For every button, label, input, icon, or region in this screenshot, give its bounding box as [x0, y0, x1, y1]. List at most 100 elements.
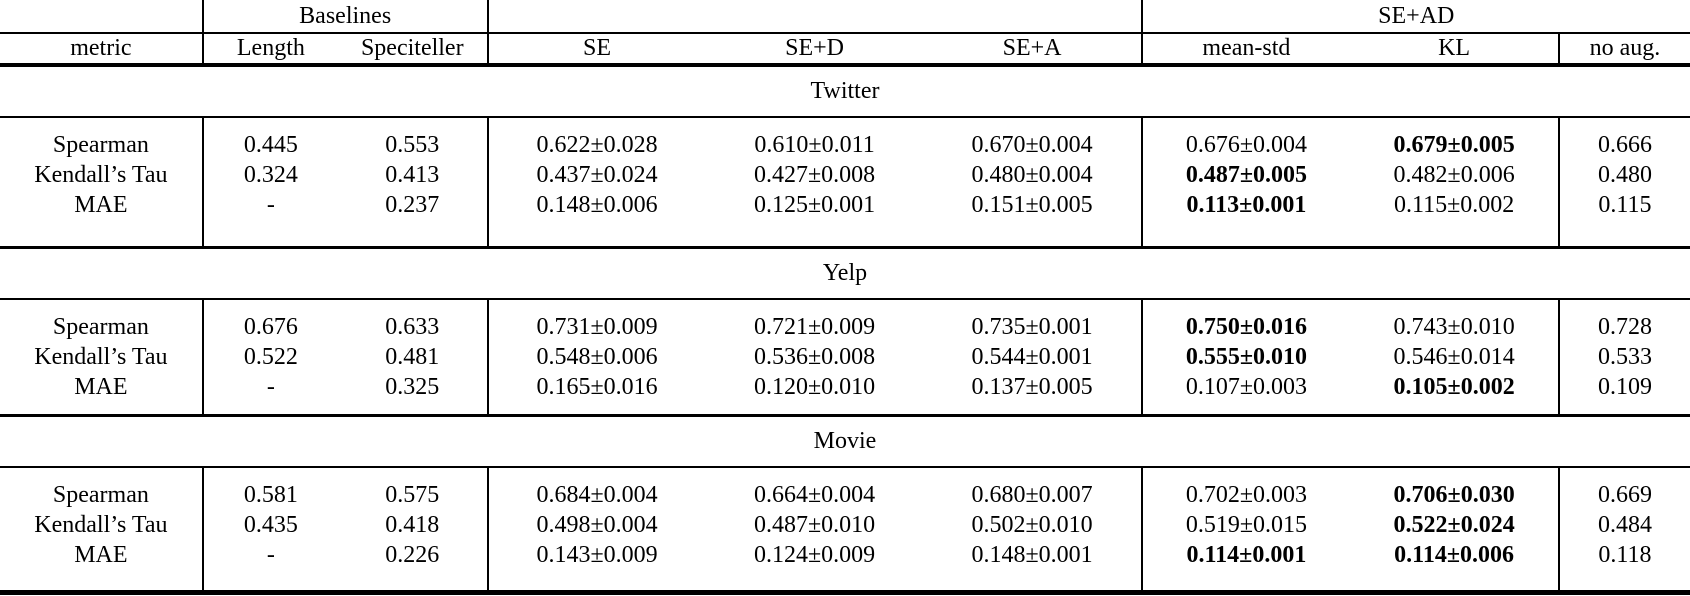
column-header-mean-std: mean-std [1141, 33, 1351, 67]
dataset-title: Twitter [0, 65, 1690, 118]
value-cell: 0.676±0.004 [1185, 132, 1307, 158]
metric-label: MAE [0, 540, 204, 593]
metric-label: Kendall’s Tau [0, 342, 204, 372]
value-cell: 0.324 [243, 162, 298, 188]
value-cell: 0.721±0.009 [753, 314, 876, 340]
metric-label: MAE [0, 190, 204, 248]
value-cell: 0.325 [337, 372, 489, 416]
value-cell: 0.731±0.009 [536, 314, 658, 340]
table-row: Spearman 0.445 0.553 0.622±0.028 0.610±0.011… [0, 117, 1690, 160]
value-cell: 0.151±0.005 [923, 190, 1143, 248]
column-header-row: metric Length Speciteller SE SE+D SE+A m… [0, 33, 1690, 67]
value-cell: 0.418 [337, 510, 489, 540]
value-cell: - [266, 192, 275, 218]
value-cell: 0.148±0.006 [536, 192, 658, 218]
table-row: Spearman 0.581 0.575 0.684±0.004 0.664±0.004… [0, 467, 1690, 510]
column-header-speciteller: Speciteller [337, 33, 489, 67]
value-cell: 0.536±0.008 [753, 344, 876, 370]
value-cell: 0.676 [243, 314, 298, 340]
value-cell: 0.487±0.010 [753, 512, 876, 538]
table-row: MAE - 0.325 0.165±0.016 0.120±0.010 0.137±0.0… [0, 372, 1690, 416]
section-title-row: Movie [0, 414, 1690, 468]
column-header-se-a: SE+A [923, 33, 1143, 67]
column-header-se-d: SE+D [705, 33, 924, 67]
value-cell: 0.484 [1597, 512, 1652, 538]
value-cell: 0.165±0.016 [536, 374, 658, 400]
table-row: Kendall’s Tau 0.324 0.413 0.437±0.024 0.427±… [0, 160, 1690, 190]
value-cell: 0.124±0.009 [753, 542, 876, 568]
value-cell: 0.735±0.001 [923, 299, 1143, 342]
value-cell: 0.610±0.011 [754, 132, 875, 158]
value-cell: 0.481 [337, 342, 489, 372]
value-cell: 0.437±0.024 [536, 162, 658, 188]
value-cell: 0.114±0.001 [1186, 542, 1307, 568]
value-cell: 0.680±0.007 [923, 467, 1143, 510]
value-cell: 0.679±0.005 [1350, 117, 1560, 160]
column-header-no-aug: no aug. [1558, 33, 1690, 67]
value-cell: 0.114±0.006 [1350, 540, 1560, 593]
value-cell: 0.487±0.005 [1185, 162, 1307, 188]
value-cell: 0.546±0.014 [1350, 342, 1560, 372]
value-cell: 0.480 [1597, 162, 1652, 188]
group-header-empty-mid [487, 0, 1143, 34]
value-cell: 0.702±0.003 [1185, 482, 1307, 508]
table-row: Kendall’s Tau 0.435 0.418 0.498±0.004 0.487±… [0, 510, 1690, 540]
table-body: Twitter Spearman 0.445 0.553 0.622±0.028 0.61… [0, 65, 1690, 593]
value-cell: 0.427±0.008 [753, 162, 876, 188]
value-cell: 0.480±0.004 [923, 160, 1143, 190]
metric-label: Kendall’s Tau [0, 160, 204, 190]
value-cell: 0.113±0.001 [1186, 192, 1307, 218]
table-row: MAE - 0.226 0.143±0.009 0.124±0.009 0.148±0.0… [0, 540, 1690, 593]
table-row: Kendall’s Tau 0.522 0.481 0.548±0.006 0.536±… [0, 342, 1690, 372]
value-cell: 0.237 [337, 190, 489, 248]
value-cell: 0.435 [243, 512, 298, 538]
value-cell: 0.622±0.028 [536, 132, 658, 158]
value-cell: 0.498±0.004 [536, 512, 658, 538]
value-cell: 0.666 [1597, 132, 1652, 158]
group-header-row: Baselines SE+AD [0, 0, 1690, 34]
value-cell: 0.226 [337, 540, 489, 593]
group-header-empty-left [0, 0, 204, 34]
value-cell: 0.522 [243, 344, 298, 370]
value-cell: 0.148±0.001 [923, 540, 1143, 593]
value-cell: 0.548±0.006 [536, 344, 658, 370]
value-cell: 0.413 [337, 160, 489, 190]
value-cell: 0.519±0.015 [1185, 512, 1307, 538]
value-cell: 0.120±0.010 [753, 374, 876, 400]
metric-label: Kendall’s Tau [0, 510, 204, 540]
value-cell: 0.445 [243, 132, 298, 158]
column-header-length: Length [202, 33, 338, 67]
value-cell: 0.502±0.010 [923, 510, 1143, 540]
value-cell: 0.482±0.006 [1350, 160, 1560, 190]
metric-label: Spearman [0, 467, 204, 510]
column-header-se: SE [487, 33, 706, 67]
value-cell: 0.125±0.001 [753, 192, 876, 218]
dataset-title: Movie [0, 414, 1690, 468]
value-cell: 0.522±0.024 [1350, 510, 1560, 540]
value-cell: 0.728 [1597, 314, 1652, 340]
metric-label: MAE [0, 372, 204, 416]
value-cell: 0.118 [1598, 542, 1652, 568]
column-header-metric: metric [0, 33, 204, 67]
section-title-row: Twitter [0, 65, 1690, 118]
table-header: Baselines SE+AD metric Length Specitelle… [0, 0, 1690, 67]
value-cell: 0.105±0.002 [1350, 372, 1560, 416]
value-cell: 0.137±0.005 [923, 372, 1143, 416]
value-cell: 0.553 [337, 117, 489, 160]
value-cell: 0.115 [1598, 192, 1652, 218]
value-cell: 0.684±0.004 [536, 482, 658, 508]
value-cell: 0.581 [243, 482, 298, 508]
value-cell: 0.115±0.002 [1350, 190, 1560, 248]
value-cell: - [266, 374, 275, 400]
value-cell: 0.107±0.003 [1185, 374, 1307, 400]
value-cell: 0.143±0.009 [536, 542, 658, 568]
table-row: MAE - 0.237 0.148±0.006 0.125±0.001 0.151±0.0… [0, 190, 1690, 248]
value-cell: 0.633 [337, 299, 489, 342]
section-title-row: Yelp [0, 246, 1690, 300]
group-header-se-ad: SE+AD [1141, 0, 1690, 34]
value-cell: 0.109 [1597, 374, 1652, 400]
metric-label: Spearman [0, 299, 204, 342]
column-header-kl: KL [1350, 33, 1560, 67]
group-header-baselines: Baselines [202, 0, 489, 34]
